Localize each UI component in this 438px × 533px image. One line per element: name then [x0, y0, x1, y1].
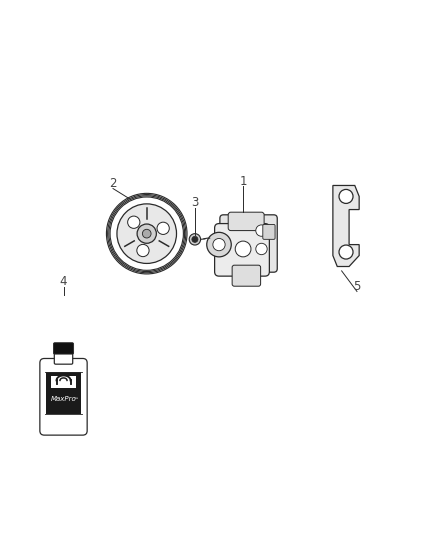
- Circle shape: [207, 232, 231, 257]
- Text: 4: 4: [60, 276, 67, 288]
- Text: ™: ™: [73, 397, 78, 402]
- Circle shape: [192, 236, 198, 243]
- Circle shape: [127, 216, 140, 228]
- Circle shape: [256, 225, 267, 236]
- Circle shape: [213, 238, 225, 251]
- Text: 5: 5: [353, 280, 360, 293]
- FancyBboxPatch shape: [40, 359, 87, 435]
- Bar: [55, 344, 72, 353]
- Circle shape: [189, 233, 201, 245]
- Text: MaxPro: MaxPro: [51, 396, 76, 402]
- Circle shape: [339, 245, 353, 259]
- Text: 2: 2: [109, 177, 117, 190]
- Circle shape: [137, 244, 149, 257]
- FancyBboxPatch shape: [53, 343, 74, 354]
- FancyBboxPatch shape: [263, 224, 275, 239]
- FancyBboxPatch shape: [220, 215, 277, 272]
- FancyBboxPatch shape: [232, 265, 261, 286]
- Circle shape: [157, 222, 170, 235]
- Circle shape: [339, 189, 353, 204]
- Circle shape: [137, 224, 156, 243]
- Circle shape: [142, 229, 151, 238]
- FancyBboxPatch shape: [228, 212, 264, 231]
- Text: 1: 1: [239, 175, 247, 188]
- FancyBboxPatch shape: [54, 351, 73, 364]
- Text: 3: 3: [191, 197, 198, 209]
- FancyBboxPatch shape: [215, 223, 269, 276]
- Polygon shape: [333, 185, 359, 266]
- Bar: [46, 372, 81, 414]
- Circle shape: [117, 204, 177, 263]
- Circle shape: [256, 243, 267, 255]
- Bar: [51, 376, 76, 388]
- Circle shape: [235, 241, 251, 257]
